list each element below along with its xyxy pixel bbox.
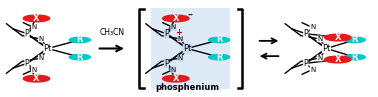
Circle shape [23,15,50,22]
Text: P: P [164,59,169,68]
Text: X: X [173,14,179,23]
Circle shape [69,37,90,43]
Text: N: N [31,67,36,73]
Circle shape [163,15,189,22]
Text: Pt: Pt [43,44,52,53]
Text: N: N [178,36,183,42]
Circle shape [209,54,230,60]
Text: P: P [304,59,308,68]
Text: P: P [164,29,169,38]
Text: –: – [188,10,192,20]
Text: N: N [310,24,315,30]
Text: N: N [31,24,36,30]
Text: R: R [352,53,358,62]
Circle shape [163,75,189,82]
Text: N: N [310,67,315,73]
Circle shape [325,56,351,63]
Circle shape [344,54,365,60]
Text: P: P [304,29,308,38]
Text: R: R [76,35,83,44]
Text: R: R [76,53,83,62]
Circle shape [69,54,90,60]
Circle shape [23,75,50,82]
Text: P: P [25,59,29,68]
Text: Pt: Pt [183,44,191,53]
Text: X: X [335,55,341,64]
Text: N: N [38,36,43,42]
Text: R: R [216,53,222,62]
Text: +: + [175,28,182,37]
Circle shape [344,37,365,43]
Text: N: N [317,36,322,42]
Circle shape [209,37,230,43]
Circle shape [325,34,351,41]
Text: P: P [25,29,29,38]
Text: CH₃CN: CH₃CN [99,28,124,37]
Text: phosphenium: phosphenium [155,84,219,92]
Text: X: X [33,14,40,23]
Text: N: N [170,67,176,73]
Text: X: X [173,74,179,83]
Text: R: R [216,35,222,44]
Text: Pt: Pt [322,44,331,53]
Text: N: N [178,55,183,61]
Text: X: X [33,74,40,83]
Text: N: N [38,55,43,61]
Text: R: R [352,35,358,44]
Text: N: N [317,55,322,61]
Polygon shape [151,8,231,89]
Text: N: N [170,24,176,30]
Text: X: X [335,33,341,42]
